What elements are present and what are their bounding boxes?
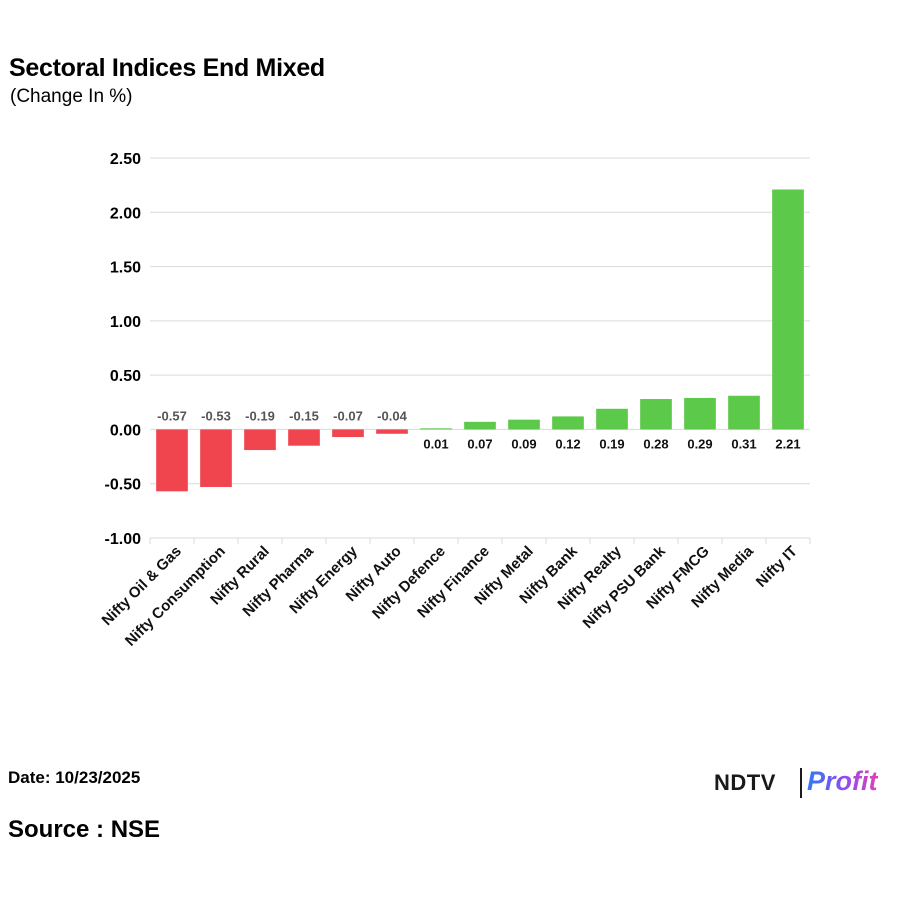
y-tick-label: -1.00 <box>105 531 142 548</box>
y-tick-label: 1.00 <box>110 314 141 331</box>
logo-profit-text: Profit <box>807 766 878 796</box>
data-label: -0.19 <box>245 408 275 423</box>
bar <box>420 428 452 430</box>
data-label: -0.57 <box>157 408 187 423</box>
data-label: -0.07 <box>333 408 363 423</box>
data-label: 0.28 <box>643 436 668 451</box>
bar <box>464 421 496 430</box>
bar <box>508 419 540 430</box>
category-label: Nifty IT <box>753 543 801 591</box>
data-label: -0.04 <box>377 408 407 423</box>
y-tick-label: 0.00 <box>110 422 141 439</box>
data-labels: -0.57 -0.53 -0.19 -0.15 -0.07 -0.04 0.01 0.07 0.… <box>157 408 800 451</box>
gridlines <box>150 157 810 539</box>
bar <box>552 416 584 430</box>
bar <box>332 429 364 438</box>
bar <box>244 429 276 451</box>
bars <box>156 189 804 492</box>
y-tick-label: 1.50 <box>110 260 141 277</box>
data-label: 0.07 <box>467 436 492 451</box>
bar <box>200 429 232 487</box>
y-axis-ticks: -1.00 -0.50 0.00 0.50 1.00 1.50 2.00 2.50 <box>105 151 142 548</box>
bar <box>640 399 672 430</box>
y-tick-label: 2.00 <box>110 205 141 222</box>
ndtv-profit-logo: NDTV Profit <box>714 766 894 800</box>
chart-title: Sectoral Indices End Mixed <box>9 54 325 82</box>
bar <box>728 395 760 430</box>
data-label: 0.31 <box>731 436 756 451</box>
data-label: 0.09 <box>511 436 536 451</box>
y-tick-label: -0.50 <box>105 477 142 494</box>
date-label: Date: 10/23/2025 <box>8 768 141 787</box>
data-label: 0.19 <box>599 436 624 451</box>
data-label: -0.15 <box>289 408 319 423</box>
y-tick-label: 0.50 <box>110 368 141 385</box>
bar <box>596 408 628 430</box>
data-label: 0.29 <box>687 436 712 451</box>
data-label: -0.53 <box>201 408 231 423</box>
source-label: Source : NSE <box>8 816 161 843</box>
y-tick-label: 2.50 <box>110 151 141 168</box>
chart-subtitle: (Change In %) <box>10 86 133 107</box>
bar <box>684 397 716 430</box>
bar <box>376 429 408 434</box>
category-label: Nifty Oil & Gas <box>99 543 185 629</box>
bar <box>288 429 320 446</box>
data-label: 0.01 <box>423 436 448 451</box>
data-label: 0.12 <box>555 436 580 451</box>
logo-ndtv-text: NDTV <box>714 770 776 795</box>
data-label: 2.21 <box>775 436 800 451</box>
logo-separator <box>800 768 802 798</box>
bar <box>156 429 188 492</box>
bar <box>772 189 804 430</box>
